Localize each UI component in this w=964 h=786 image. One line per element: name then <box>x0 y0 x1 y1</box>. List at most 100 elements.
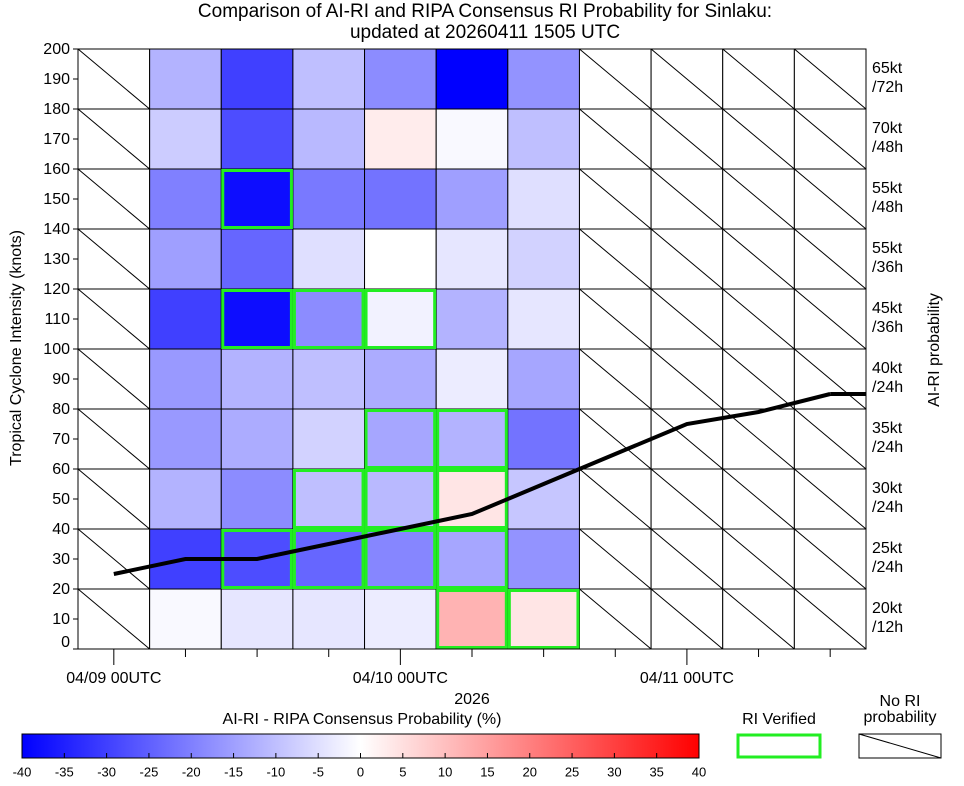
colorbar-tick-label: -20 <box>182 764 201 779</box>
hatch <box>579 48 652 110</box>
cell <box>364 228 437 290</box>
cell <box>507 528 580 590</box>
verified-box <box>436 529 508 589</box>
hatch <box>722 408 795 470</box>
colorbar-tick-label: -15 <box>224 764 243 779</box>
cell <box>149 348 222 410</box>
hatch <box>794 108 867 170</box>
row-label: 25kt <box>872 540 903 557</box>
hatch <box>722 228 795 290</box>
chart-title: Comparison of AI-RI and RIPA Consensus R… <box>198 1 772 22</box>
cell <box>364 288 437 350</box>
row-label: /24h <box>872 379 903 396</box>
hatch <box>77 468 150 530</box>
colorbar-tick-label: 5 <box>399 764 406 779</box>
hatch <box>77 408 150 470</box>
verified-box <box>292 469 365 529</box>
legend-verified-box <box>736 733 822 759</box>
cell <box>292 48 366 110</box>
hatch <box>579 348 652 410</box>
y-tick-label: 160 <box>43 161 70 178</box>
hatch <box>579 108 652 170</box>
cell <box>292 408 366 470</box>
row-label: /24h <box>872 499 903 516</box>
cell <box>435 588 509 650</box>
hatch <box>77 288 150 350</box>
cell <box>364 588 437 650</box>
colorbar-tick-label: 35 <box>649 764 663 779</box>
colorbar-tick-label: -10 <box>266 764 285 779</box>
hatch <box>794 468 867 530</box>
cell <box>220 408 294 470</box>
colorbar-tick-label: 30 <box>607 764 621 779</box>
hatch <box>579 228 652 290</box>
hatch <box>77 528 150 590</box>
y-axis-label: Tropical Cyclone Intensity (knots) <box>8 230 25 466</box>
hatch <box>579 588 652 650</box>
y-tick-label: 20 <box>52 581 70 598</box>
hatch <box>794 228 867 290</box>
cell <box>507 108 580 170</box>
cell <box>149 288 222 350</box>
y-tick-label: 60 <box>52 461 70 478</box>
colorbar-tick-label: 40 <box>692 764 706 779</box>
cell <box>220 48 294 110</box>
cell <box>435 288 509 350</box>
hatch <box>650 468 724 530</box>
cell <box>292 468 366 530</box>
legend-hatch <box>858 733 942 759</box>
cell <box>507 168 580 230</box>
hatch <box>722 348 795 410</box>
cell <box>149 468 222 530</box>
cell <box>292 348 366 410</box>
y-tick-label: 30 <box>52 551 70 568</box>
row-label: 65kt <box>872 60 903 77</box>
cell <box>220 108 294 170</box>
cell <box>507 348 580 410</box>
hatch <box>650 228 724 290</box>
row-label: /72h <box>872 79 903 96</box>
hatch <box>77 348 150 410</box>
hatch <box>650 108 724 170</box>
hatch <box>794 348 867 410</box>
hatch <box>579 288 652 350</box>
hatch <box>77 588 150 650</box>
colorbar-label: AI-RI - RIPA Consensus Probability (%) <box>223 711 502 728</box>
colorbar-tick-label: 0 <box>357 764 364 779</box>
hatch <box>794 588 867 650</box>
cell <box>220 168 294 230</box>
verified-box <box>436 409 508 469</box>
row-label: 70kt <box>872 120 903 137</box>
legend-label: probability <box>864 709 937 726</box>
x-axis-label: 2026 <box>454 691 490 708</box>
verified-box <box>507 589 580 649</box>
hatch <box>650 288 724 350</box>
colorbar-tick-label: -30 <box>97 764 116 779</box>
hatch <box>579 468 652 530</box>
verified-box <box>292 289 365 349</box>
colorbar-tick-label: 15 <box>480 764 494 779</box>
cell <box>364 528 437 590</box>
cell <box>435 168 509 230</box>
y-tick-label: 150 <box>43 191 70 208</box>
colorbar-tick-label: 20 <box>523 764 537 779</box>
hatch <box>579 168 652 230</box>
cell <box>149 168 222 230</box>
y-tick-label: 50 <box>52 491 70 508</box>
verified-box <box>292 529 365 589</box>
cell <box>507 588 580 650</box>
chart-title: updated at 20260411 1505 UTC <box>350 22 620 43</box>
verified-box <box>364 409 437 469</box>
cell <box>507 468 580 530</box>
cell <box>149 48 222 110</box>
hatch <box>579 408 652 470</box>
cell <box>364 48 437 110</box>
cell <box>364 408 437 470</box>
cell <box>292 168 366 230</box>
cell <box>364 168 437 230</box>
cell <box>292 228 366 290</box>
y-tick-label: 0 <box>61 634 70 651</box>
row-label: 45kt <box>872 300 903 317</box>
hatch <box>794 528 867 590</box>
